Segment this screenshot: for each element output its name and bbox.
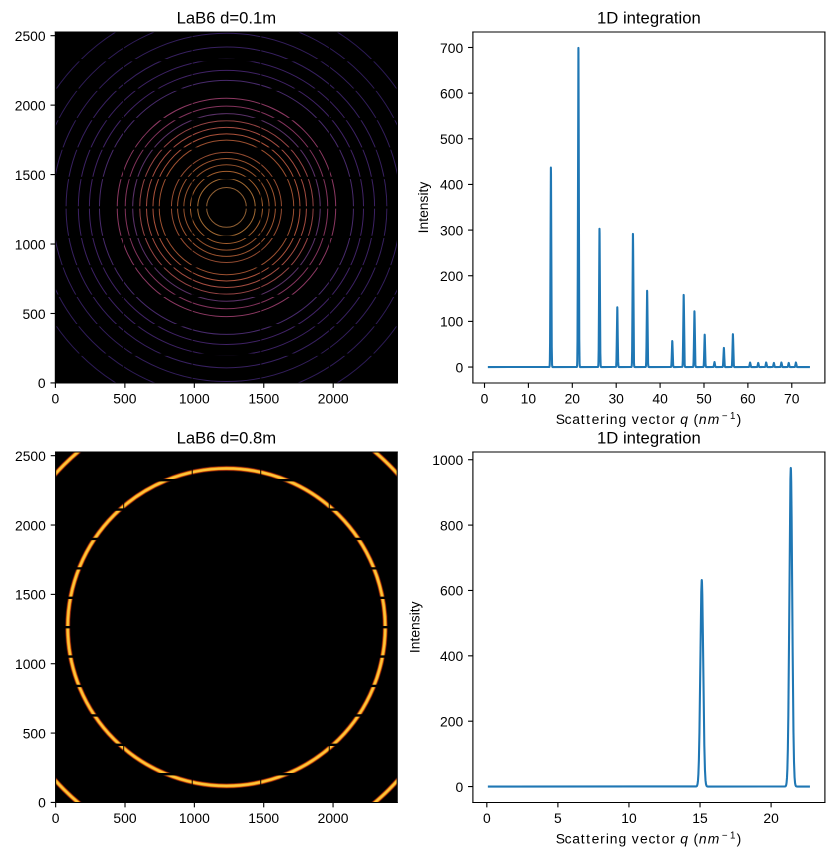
svg-text:0: 0 bbox=[455, 779, 463, 795]
svg-text:1000: 1000 bbox=[432, 452, 463, 468]
svg-text:50: 50 bbox=[696, 390, 712, 406]
svg-text:1D integration: 1D integration bbox=[597, 9, 701, 28]
svg-text:600: 600 bbox=[440, 85, 463, 101]
svg-text:5: 5 bbox=[554, 810, 562, 826]
svg-text:LaB6 d=0.8m: LaB6 d=0.8m bbox=[177, 429, 277, 448]
svg-text:0: 0 bbox=[38, 795, 46, 811]
svg-text:60: 60 bbox=[740, 390, 756, 406]
svg-text:1000: 1000 bbox=[179, 810, 210, 826]
svg-text:0: 0 bbox=[52, 390, 60, 406]
svg-text:S c a t: S c a t t e r i n g v e c t o r ( ) q n bbox=[556, 818, 747, 848]
svg-text:1500: 1500 bbox=[15, 587, 46, 603]
svg-text:LaB6 d=0.1m: LaB6 d=0.1m bbox=[177, 9, 277, 28]
svg-text:20: 20 bbox=[565, 390, 581, 406]
svg-text:20: 20 bbox=[763, 810, 779, 826]
svg-text:0: 0 bbox=[38, 375, 46, 391]
svg-text:200: 200 bbox=[440, 268, 463, 284]
svg-text:500: 500 bbox=[113, 390, 136, 406]
svg-text:1000: 1000 bbox=[179, 390, 210, 406]
svg-text:200: 200 bbox=[440, 713, 463, 729]
svg-text:1D integration: 1D integration bbox=[597, 429, 701, 448]
svg-text:2000: 2000 bbox=[318, 390, 349, 406]
svg-text:30: 30 bbox=[608, 390, 624, 406]
svg-text:300: 300 bbox=[440, 222, 463, 238]
svg-text:1500: 1500 bbox=[15, 167, 46, 183]
svg-text:800: 800 bbox=[440, 517, 463, 533]
svg-text:10: 10 bbox=[521, 390, 537, 406]
svg-text:1500: 1500 bbox=[248, 810, 279, 826]
svg-text:Intensity: Intensity bbox=[406, 601, 422, 653]
svg-text:500: 500 bbox=[23, 725, 46, 741]
svg-text:500: 500 bbox=[440, 131, 463, 147]
svg-text:2500: 2500 bbox=[15, 448, 46, 464]
svg-text:2000: 2000 bbox=[318, 810, 349, 826]
svg-text:500: 500 bbox=[22, 306, 45, 322]
svg-text:2000: 2000 bbox=[15, 517, 46, 533]
svg-text:1000: 1000 bbox=[15, 656, 46, 672]
svg-text:1000: 1000 bbox=[15, 236, 46, 252]
svg-text:15: 15 bbox=[692, 810, 708, 826]
svg-text:700: 700 bbox=[440, 40, 463, 56]
svg-text:10: 10 bbox=[621, 810, 637, 826]
svg-text:40: 40 bbox=[652, 390, 668, 406]
svg-text:600: 600 bbox=[440, 583, 463, 599]
svg-text:100: 100 bbox=[440, 314, 463, 330]
svg-text:0: 0 bbox=[52, 810, 60, 826]
svg-text:2000: 2000 bbox=[15, 97, 46, 113]
svg-text:0: 0 bbox=[481, 390, 489, 406]
svg-text:400: 400 bbox=[440, 648, 463, 664]
svg-text:400: 400 bbox=[440, 177, 463, 193]
svg-text:2500: 2500 bbox=[15, 28, 46, 44]
svg-text:70: 70 bbox=[784, 390, 800, 406]
svg-text:1500: 1500 bbox=[248, 390, 279, 406]
svg-text:S c a t: S c a t t e r i n g v e c t o r ( ) q n bbox=[556, 399, 747, 429]
svg-text:0: 0 bbox=[455, 359, 463, 375]
svg-text:Intensity: Intensity bbox=[415, 182, 431, 234]
svg-text:500: 500 bbox=[113, 810, 136, 826]
svg-text:0: 0 bbox=[483, 810, 491, 826]
